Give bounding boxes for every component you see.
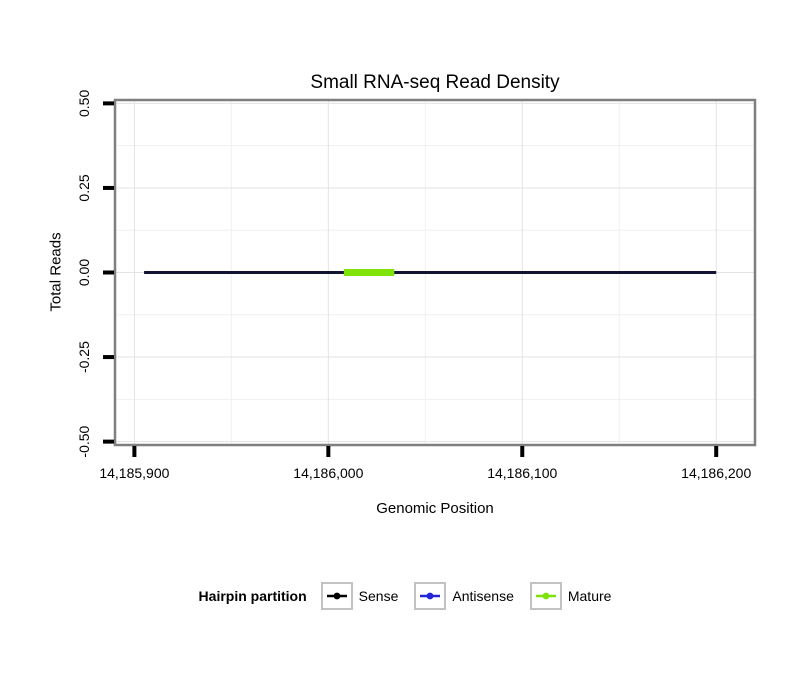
y-tick-label: -0.25 <box>76 341 92 373</box>
legend-dot <box>333 592 341 600</box>
legend-label: Sense <box>358 588 399 604</box>
plot-canvas: 14,185,900 14,186,000 14,186,100 14,186,200… <box>76 90 757 481</box>
legend-dot <box>542 592 550 600</box>
x-tick-label: 14,186,200 <box>681 465 751 481</box>
legend-dot <box>426 592 434 600</box>
y-tick-label: -0.50 <box>76 425 92 457</box>
y-tick-label: 0.00 <box>76 259 92 286</box>
legend-glyph <box>535 592 556 600</box>
x-tick-label: 14,185,900 <box>99 465 169 481</box>
legend-key-sense-icon <box>320 582 353 610</box>
panel-border <box>113 98 757 447</box>
legend: Hairpin partition Sense Antisense Mature <box>0 582 810 610</box>
legend-key-antisense-icon <box>414 582 447 610</box>
legend-entry-mature: Mature <box>529 582 612 610</box>
x-axis-title: Genomic Position <box>376 500 494 517</box>
legend-glyph <box>326 592 347 600</box>
legend-entry-antisense: Antisense <box>414 582 514 610</box>
x-tick-label: 14,186,100 <box>487 465 557 481</box>
y-tick-label: 0.25 <box>76 174 92 201</box>
legend-label: Mature <box>567 588 612 604</box>
legend-title: Hairpin partition <box>198 588 307 604</box>
legend-entries: Sense Antisense Mature <box>320 582 612 610</box>
legend-key-mature-icon <box>529 582 562 610</box>
x-tick-label: 14,186,000 <box>293 465 363 481</box>
legend-glyph <box>420 592 441 600</box>
y-tick-label: 0.50 <box>76 90 92 117</box>
legend-label: Antisense <box>452 588 514 604</box>
chart-title: Small RNA-seq Read Density <box>310 72 560 93</box>
legend-entry-sense: Sense <box>320 582 399 610</box>
